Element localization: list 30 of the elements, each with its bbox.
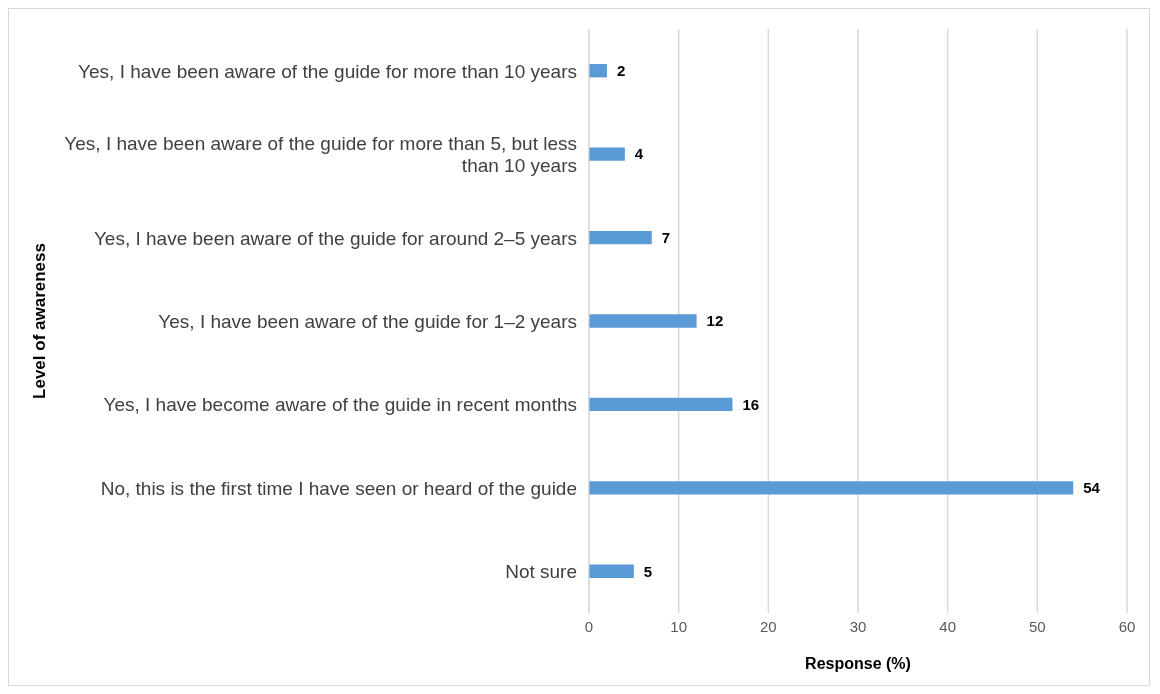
data-label: 54 (1083, 479, 1101, 497)
data-label: 5 (643, 562, 653, 580)
bar (589, 314, 697, 328)
data-label: 12 (706, 312, 724, 330)
x-tick-label: 60 (1118, 617, 1136, 635)
x-tick-label: 10 (670, 617, 688, 635)
bar (589, 147, 625, 161)
x-tick-label: 20 (759, 617, 777, 635)
x-axis-title: Response (%) (805, 655, 911, 672)
y-tick-label: Yes, I have been aware of the guide for 1–2 years (158, 310, 577, 332)
bar (589, 481, 1074, 495)
data-label: 16 (742, 395, 760, 413)
bar (589, 397, 733, 412)
y-axis-title: Level of awareness (30, 243, 50, 399)
x-tick-label: 40 (939, 617, 957, 635)
bar (589, 230, 652, 245)
bar (589, 564, 634, 578)
y-tick-label: Yes, I have been aware of the guide for more than 5, but less than 10 years (64, 132, 577, 176)
bar (589, 64, 607, 78)
y-tick-label: Yes, I have been aware of the guide for around 2–5 years (93, 227, 577, 249)
y-tick-label: No, this is the first time I have seen or heard of the guide (100, 477, 577, 499)
y-tick-label: Not sure (505, 560, 577, 582)
x-tick-label: 0 (584, 617, 594, 635)
x-tick-label: 30 (849, 617, 867, 635)
data-label: 7 (661, 228, 671, 246)
data-label: 2 (616, 62, 626, 80)
x-tick-label: 50 (1028, 617, 1046, 635)
data-label: 4 (634, 145, 644, 163)
y-tick-label: Yes, I have been aware of the guide for more than 10 years (78, 60, 577, 82)
y-tick-label: Yes, I have become aware of the guide in recent months (103, 393, 577, 415)
